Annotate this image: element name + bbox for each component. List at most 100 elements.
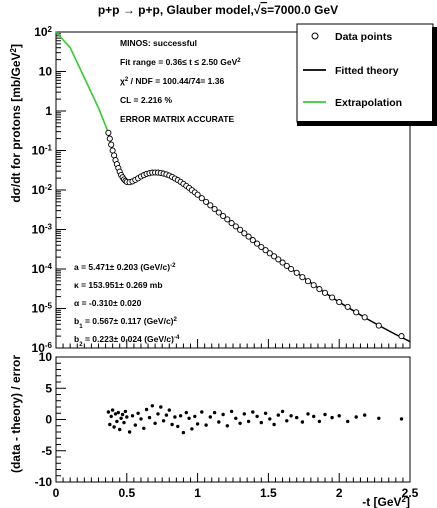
residual-point — [289, 414, 293, 418]
data-point — [241, 230, 248, 237]
residual-point — [176, 424, 180, 429]
residual-point — [268, 417, 272, 421]
bottom-y-axis-label: (data - theory) / error — [9, 355, 23, 473]
residual-point — [195, 422, 200, 426]
param-a-part-0: a = 5.471± 0.203 (GeV/c) — [74, 262, 170, 272]
residual-point — [221, 412, 225, 417]
fit-info-range-part-0: Fit range = 0.36≤ t ≤ 2.50 GeV — [120, 57, 238, 67]
residual-point — [123, 409, 128, 414]
residuals-plot-frame — [55, 356, 411, 483]
fit-info-minos-part-0: MINOS: successful — [120, 38, 197, 48]
chart-title-sqrt: √ — [254, 3, 261, 17]
residual-point — [125, 415, 129, 419]
residual-point — [300, 420, 305, 424]
param-b1-part-0: b — [74, 316, 79, 326]
legend-label-1: Fitted theory — [335, 65, 399, 77]
data-point — [353, 309, 360, 316]
param-kappa-part-0: κ = 153.951± 0.269 mb — [74, 280, 163, 290]
residual-point — [150, 404, 154, 408]
y-tick-mantissa: 1 — [45, 104, 52, 118]
top-y-axis-label-close: ] — [9, 44, 23, 48]
residual-point — [159, 405, 163, 409]
data-point — [109, 147, 116, 154]
y-tick-mantissa: 10 — [32, 302, 46, 316]
legend-label-2: Extrapolation — [335, 97, 402, 109]
residual-point — [127, 430, 132, 434]
data-point — [254, 240, 261, 247]
fit-info-box: MINOS: successful Fit range = 0.36≤ t ≤ 2… — [120, 38, 241, 124]
legend-box — [296, 23, 434, 123]
residual-point — [139, 417, 143, 421]
residual-point — [363, 413, 367, 417]
y-tick-mantissa: 10 — [39, 65, 53, 79]
legend-marker-circle — [311, 32, 319, 40]
legend-label-0: Data points — [335, 31, 392, 43]
residual-point — [242, 412, 246, 416]
residual-point — [106, 410, 111, 414]
y-tick-exponent: -6 — [45, 341, 53, 350]
top-y-tick-label-7: 10-5 — [32, 301, 53, 316]
data-point — [220, 212, 227, 220]
x-tick-label-2: 1 — [194, 486, 201, 500]
top-y-tick-label-4: 10-2 — [32, 183, 53, 198]
residual-point — [178, 414, 183, 418]
residual-point — [112, 425, 116, 429]
x-tick-label-1: 0.5 — [118, 486, 135, 500]
data-point — [398, 333, 405, 340]
data-point — [237, 226, 244, 233]
residual-point — [246, 419, 251, 424]
residual-point — [190, 427, 194, 431]
bottom-y-tick-label-2: 0 — [45, 413, 52, 427]
data-point — [279, 259, 286, 266]
fit-info-chi2-part-0: χ — [120, 76, 125, 86]
data-point — [203, 198, 210, 205]
residuals-plot-ticks — [55, 356, 411, 483]
residual-point — [255, 414, 259, 419]
residual-point — [116, 410, 121, 415]
residual-point — [251, 410, 255, 414]
param-kappa: κ = 153.951± 0.269 mb — [74, 280, 163, 290]
residual-points — [106, 404, 404, 435]
data-point — [344, 303, 351, 310]
fit-info-range-sup-1: 2 — [237, 57, 241, 64]
residual-point — [133, 423, 137, 427]
data-point — [299, 274, 306, 281]
data-point — [316, 286, 323, 293]
data-point — [361, 314, 368, 321]
param-b2-part-0: b — [74, 334, 79, 344]
residual-point — [193, 414, 197, 419]
x-tick-label-0: 0 — [53, 486, 60, 500]
y-tick-exponent: -1 — [45, 143, 53, 152]
residual-point — [119, 416, 123, 420]
fit-info-chi2: χ2 / NDF = 100.44/74= 1.36 — [120, 76, 224, 87]
legend-shadow-bottom — [297, 121, 437, 126]
param-b2: b2 = 0.223± 0.024 (GeV/c)-4 — [74, 334, 180, 348]
param-a-sup-1: -2 — [170, 262, 176, 269]
residual-point — [156, 412, 160, 416]
param-b2-sub-1: 2 — [79, 341, 83, 348]
y-tick-exponent: 2 — [48, 25, 53, 34]
top-y-tick-label-8: 10-6 — [32, 341, 53, 356]
data-point — [310, 282, 317, 289]
data-point — [293, 269, 300, 276]
fit-info-range: Fit range = 0.36≤ t ≤ 2.50 GeV2 — [120, 57, 241, 68]
fit-info-cl: CL = 2.216 % — [120, 95, 172, 105]
top-y-tick-label-3: 10-1 — [32, 143, 53, 158]
x-tick-label-5: 2.5 — [402, 486, 419, 500]
top-y-axis-label-main: dσ/dt for protons [mb/GeV — [9, 52, 23, 202]
residual-point — [238, 421, 242, 425]
residual-point — [259, 420, 263, 425]
residual-point — [115, 419, 119, 424]
extrapolation-line — [55, 31, 110, 134]
residual-point — [130, 414, 135, 418]
data-point — [211, 205, 218, 213]
fit-parameters-box: a = 5.471± 0.203 (GeV/c)-2 κ = 153.951± 0… — [74, 262, 180, 348]
data-point — [198, 195, 205, 202]
data-point — [232, 223, 239, 230]
y-tick-mantissa: 10 — [32, 223, 46, 237]
param-b1: b1 = 0.567± 0.117 (GeV/c)2 — [74, 316, 178, 330]
residual-point — [306, 412, 310, 416]
residual-point — [153, 421, 157, 425]
param-b2-sup-3: -4 — [174, 334, 180, 341]
residual-point — [272, 422, 276, 427]
